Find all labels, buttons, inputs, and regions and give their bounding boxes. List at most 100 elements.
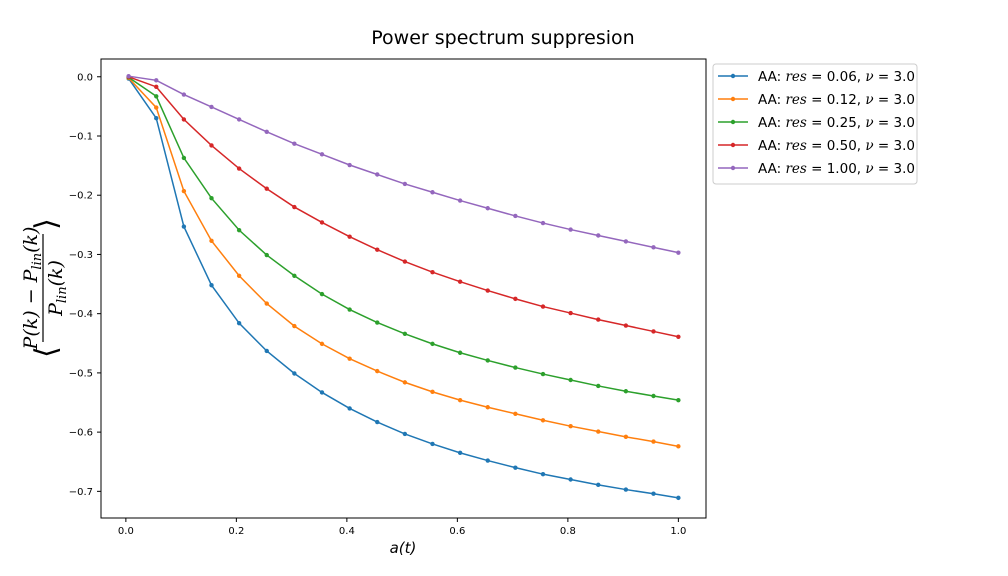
data-point — [209, 195, 214, 201]
legend-label: AA: res = 0.06, ν = 3.0 — [758, 69, 915, 85]
y-label-num-tail: (k) — [20, 227, 42, 253]
data-point — [485, 358, 490, 363]
data-point — [154, 84, 159, 90]
data-point — [292, 273, 297, 278]
data-point — [623, 323, 629, 328]
data-point — [402, 331, 408, 337]
x-tick-label: 0.4 — [339, 526, 355, 537]
data-point — [319, 341, 325, 347]
data-point — [430, 389, 435, 395]
y-tick-label: −0.2 — [69, 191, 93, 202]
legend-marker — [730, 165, 736, 171]
data-point — [430, 270, 435, 275]
data-point — [485, 206, 490, 211]
data-point — [264, 301, 269, 306]
data-point — [457, 397, 463, 403]
data-point — [430, 190, 435, 195]
data-point — [347, 307, 352, 312]
data-point — [264, 252, 269, 258]
series-4 — [126, 74, 681, 339]
data-point — [181, 155, 187, 161]
data-point — [485, 458, 490, 463]
data-point — [209, 143, 214, 148]
series-1 — [126, 76, 681, 501]
legend-label: AA: res = 0.12, ν = 3.0 — [758, 92, 915, 108]
data-point — [623, 389, 629, 394]
data-point — [154, 78, 159, 83]
data-point — [236, 227, 242, 233]
data-point — [181, 224, 187, 229]
y-tick-label: −0.6 — [69, 428, 93, 439]
data-point — [236, 166, 242, 171]
data-point — [596, 383, 601, 389]
legend-entry-2: AA: res = 0.12, ν = 3.0 — [718, 92, 915, 108]
y-label-close-bracket: ⟩ — [29, 218, 64, 230]
data-point — [264, 348, 269, 354]
data-point — [154, 105, 159, 110]
series-line — [128, 76, 679, 338]
legend-label: AA: res = 0.50, ν = 3.0 — [758, 138, 915, 154]
data-point — [430, 441, 435, 447]
data-point — [236, 320, 242, 326]
legend-label: AA: res = 0.25, ν = 3.0 — [758, 115, 915, 131]
data-point — [375, 368, 380, 374]
data-point — [402, 181, 408, 187]
data-point — [568, 227, 573, 232]
data-point — [457, 350, 463, 355]
data-point — [676, 397, 681, 403]
legend-marker — [730, 96, 736, 102]
y-label-den-main: P — [45, 302, 67, 317]
x-tick-label: 0.0 — [118, 526, 134, 537]
data-point — [623, 434, 629, 440]
y-label-den-sub: lin — [55, 286, 70, 303]
data-point — [540, 418, 546, 423]
legend-marker — [730, 142, 736, 148]
data-point — [236, 273, 242, 278]
y-label-open-bracket: ⟨ — [29, 346, 64, 358]
data-point — [154, 116, 159, 121]
data-point — [209, 104, 214, 110]
data-point — [596, 482, 601, 488]
y-label-numerator: P(k) − Plin(k) — [20, 227, 45, 351]
data-point — [209, 238, 214, 244]
data-point — [676, 250, 681, 255]
data-point — [457, 450, 463, 456]
data-point — [375, 419, 380, 425]
y-label-denominator: Plin(k) — [45, 260, 70, 317]
data-point — [375, 247, 380, 252]
data-point — [651, 491, 656, 496]
y-tick-label: −0.1 — [69, 131, 93, 142]
y-tick-label: −0.3 — [69, 250, 93, 261]
series-2 — [126, 75, 681, 449]
data-point — [347, 406, 352, 411]
plot-area: 0.0 0.2 0.4 0.6 0.8 1.0 0.0 −0.1 −0.2 −0.3 −0.4 −0… — [69, 58, 707, 537]
data-point — [264, 186, 269, 191]
legend-entry-3: AA: res = 0.25, ν = 3.0 — [718, 115, 915, 131]
data-point — [651, 393, 656, 399]
y-axis: 0.0 −0.1 −0.2 −0.3 −0.4 −0.5 −0.6 −0.7 — [69, 72, 101, 498]
y-tick-label: −0.5 — [69, 368, 93, 379]
data-point — [402, 380, 408, 385]
data-point — [568, 377, 573, 383]
data-point — [513, 296, 518, 302]
data-point — [292, 141, 297, 146]
data-point — [568, 310, 573, 316]
y-label-num-main: P(k) − P — [20, 268, 42, 350]
x-tick-label: 0.2 — [228, 526, 244, 537]
data-point — [347, 234, 352, 239]
data-point — [319, 291, 325, 297]
data-point — [513, 365, 518, 370]
data-point — [181, 117, 187, 122]
legend-entry-5: AA: res = 1.00, ν = 3.0 — [718, 161, 915, 177]
data-point — [623, 487, 629, 492]
data-point — [375, 320, 380, 325]
y-tick-label: 0.0 — [77, 72, 93, 83]
data-point — [676, 444, 681, 449]
data-point — [485, 405, 490, 410]
x-tick-label: 0.8 — [560, 526, 576, 537]
y-label-den-tail: (k) — [45, 260, 67, 286]
data-point — [457, 198, 463, 203]
data-point — [596, 317, 601, 322]
legend-entry-1: AA: res = 0.06, ν = 3.0 — [718, 69, 915, 85]
